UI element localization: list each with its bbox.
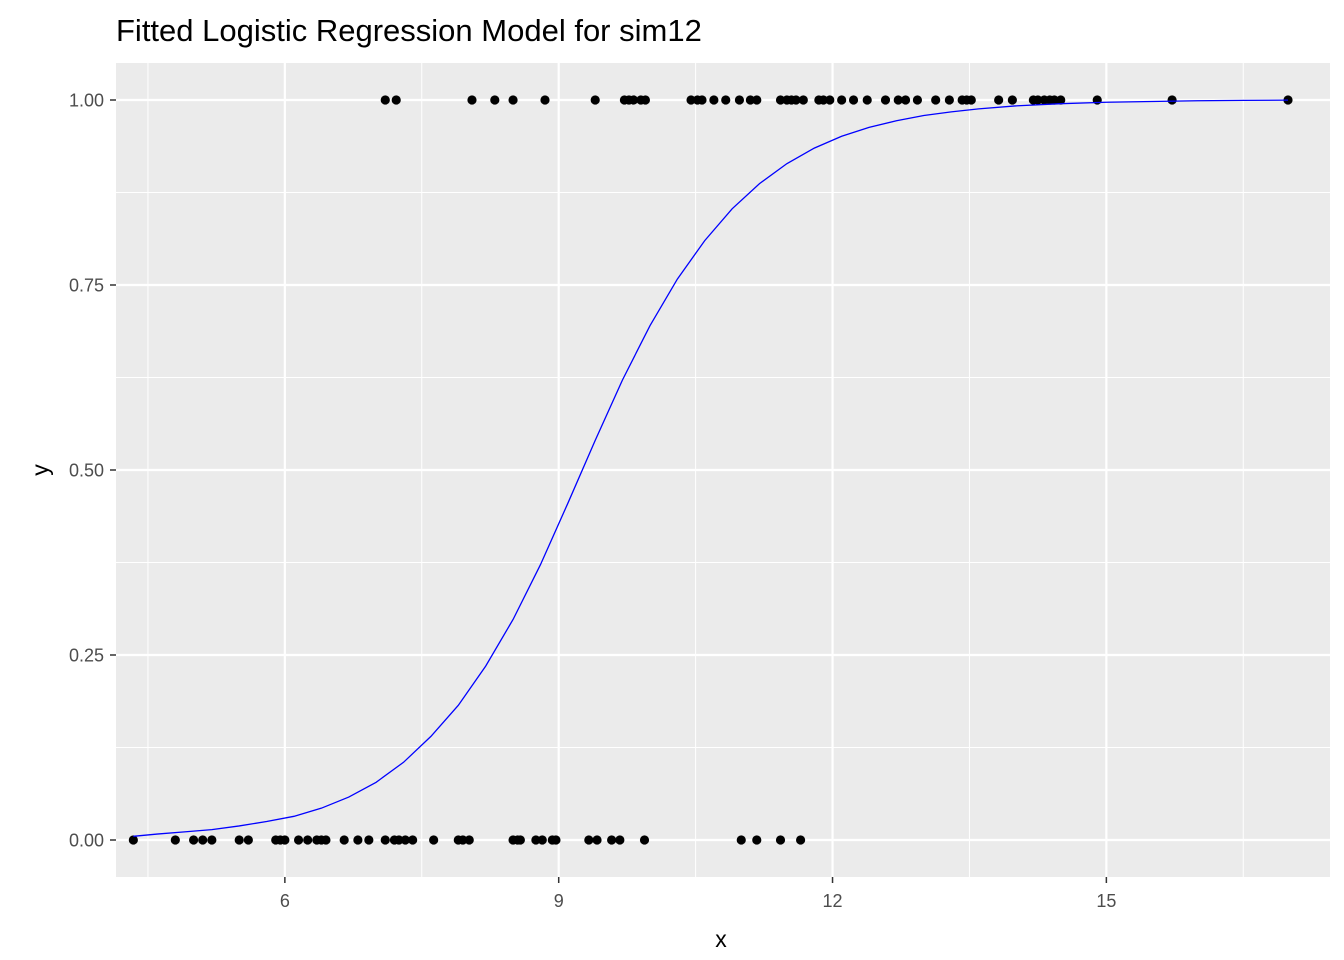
data-point [280, 835, 290, 845]
data-point [1033, 95, 1043, 105]
data-point [464, 835, 474, 845]
data-point [353, 835, 363, 845]
data-point [293, 835, 304, 845]
data-point [825, 95, 835, 105]
major-grid [116, 63, 1330, 877]
data-point [966, 95, 976, 105]
data-point [364, 835, 374, 845]
data-point [752, 835, 762, 845]
data-point [1049, 95, 1059, 105]
data-point [551, 835, 561, 845]
data-point [745, 95, 755, 105]
y-tick-label: 0.50 [69, 460, 104, 480]
data-point [531, 835, 541, 845]
data-point [515, 835, 525, 845]
data-point [640, 95, 651, 105]
data-point [721, 95, 731, 105]
data-point [709, 95, 719, 105]
x-axis: 6 9 12 15 [280, 877, 1116, 911]
data-point [818, 95, 829, 105]
data-point [590, 95, 600, 105]
data-points [128, 95, 1293, 845]
x-tick-label: 6 [280, 891, 290, 911]
data-point [628, 95, 639, 105]
y-tick-label: 0.00 [69, 830, 104, 850]
y-axis: 0.00 0.25 0.50 0.75 1.00 [69, 90, 116, 850]
data-point [188, 835, 199, 845]
data-point [607, 835, 617, 845]
data-point [862, 95, 872, 105]
data-point [1167, 95, 1177, 105]
data-point [912, 95, 923, 105]
y-axis-label: y [27, 464, 53, 476]
data-point [339, 835, 349, 845]
data-point [490, 95, 500, 105]
y-tick-label: 1.00 [69, 90, 104, 110]
data-point [234, 835, 244, 845]
data-point [380, 835, 390, 845]
data-point [791, 95, 801, 105]
x-tick-label: 12 [823, 891, 843, 911]
data-point [380, 95, 390, 105]
data-point [752, 95, 762, 105]
data-point [400, 835, 410, 845]
y-tick-label: 0.75 [69, 275, 104, 295]
data-point [736, 835, 746, 845]
data-point [537, 835, 547, 845]
data-point [128, 835, 138, 845]
data-point [775, 835, 786, 845]
data-point [900, 95, 911, 105]
x-tick-label: 15 [1096, 891, 1116, 911]
data-point [429, 835, 439, 845]
data-point [795, 835, 806, 845]
data-point [697, 95, 707, 105]
data-point [880, 95, 891, 105]
data-point [848, 95, 859, 105]
data-point [615, 835, 625, 845]
data-point [944, 95, 954, 105]
data-point [170, 835, 180, 845]
data-point [198, 835, 208, 845]
chart-title: Fitted Logistic Regression Model for sim… [116, 13, 702, 48]
data-point [639, 835, 650, 845]
data-point [508, 95, 518, 105]
data-point [893, 95, 903, 105]
data-point [1056, 95, 1066, 105]
data-point [837, 95, 847, 105]
data-point [584, 835, 594, 845]
data-point [931, 95, 941, 105]
data-point [394, 835, 404, 845]
data-point [775, 95, 786, 105]
data-point [798, 95, 808, 105]
data-point [467, 95, 477, 105]
x-axis-label: x [715, 926, 727, 952]
data-point [408, 835, 418, 845]
x-tick-label: 9 [554, 891, 564, 911]
data-point [321, 835, 331, 845]
data-point [686, 95, 696, 105]
data-point [303, 835, 313, 845]
data-point [391, 95, 401, 105]
data-point [458, 835, 468, 845]
y-tick-label: 0.25 [69, 645, 104, 665]
data-point [1007, 95, 1017, 105]
data-point [207, 835, 217, 845]
data-point [734, 95, 745, 105]
data-point [994, 95, 1004, 105]
data-point [592, 835, 602, 845]
fitted-curve [133, 99, 1289, 837]
data-point [1283, 95, 1293, 105]
data-point [243, 835, 253, 845]
data-point [540, 95, 550, 105]
